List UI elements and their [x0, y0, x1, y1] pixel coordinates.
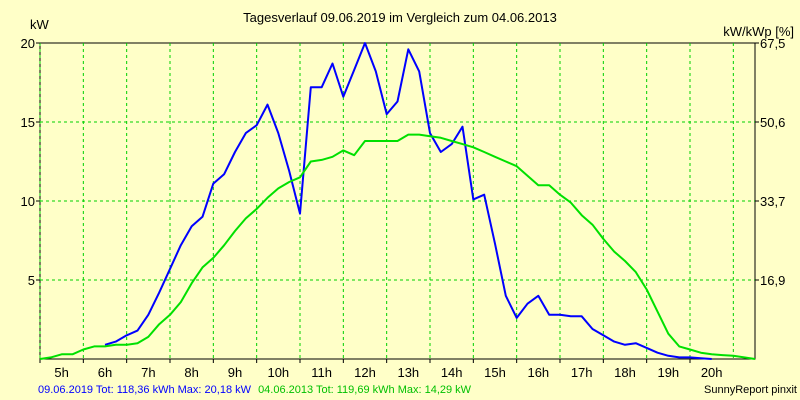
chart-title: Tagesverlauf 09.06.2019 im Vergleich zum…	[243, 10, 557, 25]
right-tick-label: 50,6	[760, 115, 785, 130]
left-axis-unit: kW	[30, 17, 50, 32]
left-tick-label: 20	[21, 36, 35, 51]
x-tick-label: 19h	[657, 365, 679, 380]
x-tick-label: 10h	[267, 365, 289, 380]
footer-legend: 09.06.2019 Tot: 118,36 kWh Max: 20,18 kW…	[38, 384, 472, 396]
right-tick-label: 33,7	[760, 194, 785, 209]
right-axis-unit: kW/kWp [%]	[723, 24, 794, 39]
legend-series-2019: 09.06.2019 Tot: 118,36 kWh Max: 20,18 kW	[38, 384, 252, 396]
x-tick-label: 9h	[228, 365, 242, 380]
x-tick-label: 15h	[484, 365, 506, 380]
x-tick-label: 12h	[354, 365, 376, 380]
x-tick-label: 14h	[441, 365, 463, 380]
legend-series-2013: 04.06.2013 Tot: 119,69 kWh Max: 14,29 kW	[258, 384, 472, 396]
x-tick-label: 16h	[527, 365, 549, 380]
x-tick-label: 7h	[141, 365, 155, 380]
series-group	[39, 42, 756, 360]
x-tick-label: 11h	[311, 365, 332, 380]
x-tick-label: 8h	[184, 365, 198, 380]
x-tick-label: 20h	[701, 365, 723, 380]
x-tick-label: 18h	[614, 365, 636, 380]
right-axis-ticks: 67,5 50,6 33,7 16,9	[755, 36, 785, 288]
series-line-2019	[104, 42, 712, 360]
left-tick-label: 5	[28, 273, 35, 288]
x-tick-label: 17h	[571, 365, 593, 380]
left-tick-label: 10	[21, 194, 35, 209]
x-tick-label: 6h	[98, 365, 112, 380]
x-tick-label: 13h	[397, 365, 419, 380]
right-tick-label: 16,9	[760, 273, 785, 288]
series-line-2013	[39, 133, 756, 360]
credit: SunnyReport pinxit	[704, 384, 797, 396]
right-tick-label: 67,5	[760, 36, 785, 51]
left-axis-ticks: 20 15 10 5	[21, 36, 40, 288]
left-tick-label: 15	[21, 115, 35, 130]
x-tick-label: 5h	[54, 365, 68, 380]
x-axis-ticks: 5h 6h 7h 8h 9h 10h 11h 12h 13h 14h 15h 16h 17h 18h 19h…	[39, 359, 723, 380]
